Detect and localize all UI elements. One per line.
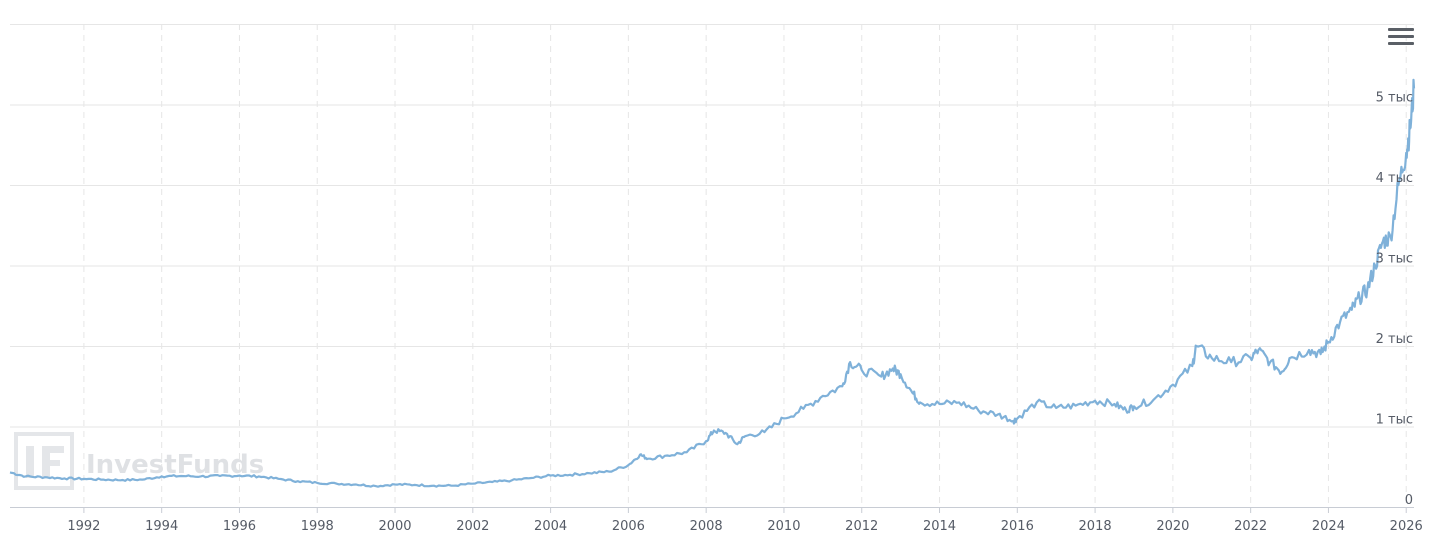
x-tick-label: 1992 — [67, 519, 100, 534]
x-tick-label: 2008 — [690, 519, 723, 534]
y-tick-label: 3 тыс — [1376, 252, 1413, 267]
chart-menu-button[interactable] — [1388, 28, 1414, 48]
hamburger-menu-icon — [1388, 28, 1414, 31]
series-line — [9, 78, 1416, 488]
x-axis-ticks: 1992 1994 1996 1998 2000 2002 2004 2006 2008 2010… — [67, 507, 1423, 534]
y-tick-label: 2 тыс — [1376, 332, 1413, 347]
x-tick-label: 2022 — [1234, 519, 1267, 534]
y-tick-label: 5 тыс — [1376, 91, 1413, 106]
x-tick-label: 2024 — [1312, 519, 1345, 534]
x-tick-label: 2014 — [923, 519, 956, 534]
x-tick-label: 1996 — [223, 519, 256, 534]
y-tick-label: 0 — [1405, 493, 1413, 508]
x-tick-label: 2016 — [1001, 519, 1034, 534]
y-axis-ticks: 0 1 тыс 2 тыс 3 тыс 4 тыс 5 тыс — [1376, 91, 1413, 509]
investfunds-logo-icon — [14, 432, 74, 490]
y-tick-label: 4 тыс — [1376, 171, 1413, 186]
x-tick-label: 2004 — [534, 519, 567, 534]
x-tick-label: 2020 — [1156, 519, 1189, 534]
x-tick-label: 2012 — [845, 519, 878, 534]
x-tick-label: 1994 — [145, 519, 178, 534]
y-tick-label: 1 тыс — [1376, 413, 1413, 428]
x-tick-label: 2000 — [378, 519, 411, 534]
x-tick-label: 1998 — [301, 519, 334, 534]
x-tick-label: 2018 — [1079, 519, 1112, 534]
chart-grid — [10, 24, 1414, 507]
x-tick-label: 2002 — [456, 519, 489, 534]
x-tick-label: 2026 — [1390, 519, 1423, 534]
x-tick-label: 2006 — [612, 519, 645, 534]
x-tick-label: 2010 — [767, 519, 800, 534]
